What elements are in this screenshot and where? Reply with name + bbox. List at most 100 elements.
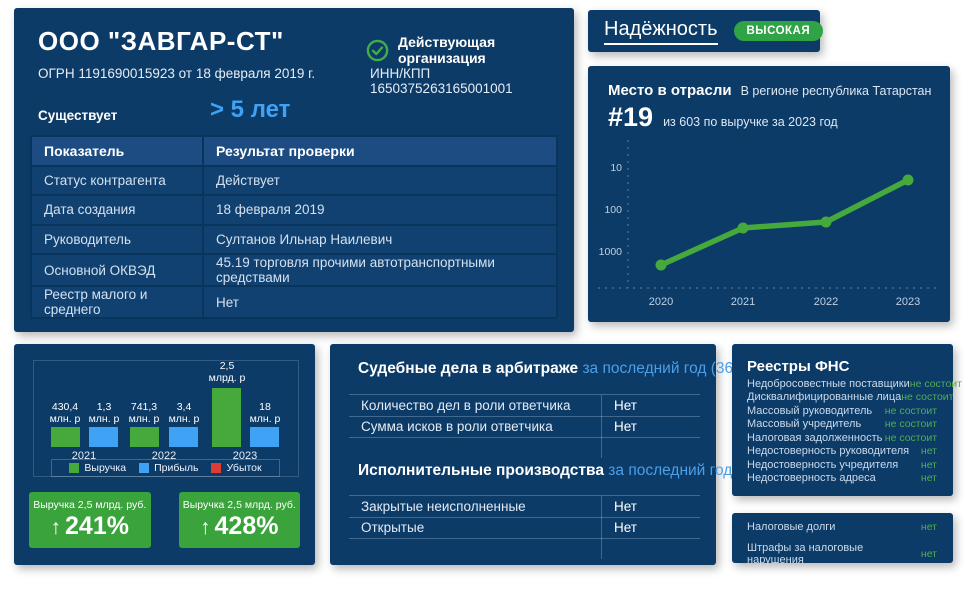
bar-label: 430,4 млн. р bbox=[49, 401, 81, 425]
fns-row: Недостоверность руководителя нет bbox=[747, 445, 937, 458]
arbitration-card: Судебные дела в арбитраже за последний г… bbox=[330, 344, 812, 565]
enforcement-table: Закрытые неисполненные Нет Открытые Нет bbox=[349, 495, 700, 559]
column-divider bbox=[601, 496, 602, 559]
x-tick: 2021 bbox=[730, 296, 756, 308]
table-row: Дата создания 18 февраля 2019 bbox=[32, 196, 556, 224]
fns-row: Массовый учредитель не состоит bbox=[747, 418, 937, 431]
industry-title: Место в отрасли bbox=[608, 82, 732, 99]
column-divider bbox=[601, 395, 602, 458]
row-value: Действует bbox=[204, 166, 556, 194]
row-value: Нет bbox=[614, 397, 637, 413]
year-label: 2022 bbox=[151, 450, 177, 462]
industry-rank-note: из 603 по выручке за 2023 год bbox=[663, 115, 838, 129]
table-row-empty bbox=[349, 539, 700, 559]
legend-swatch-loss bbox=[211, 463, 222, 473]
exists-value: > 5 лет bbox=[210, 96, 291, 123]
chart-legend: Выручка Прибыль Убыток bbox=[51, 459, 280, 477]
reliability-link[interactable]: Надёжность bbox=[604, 18, 718, 45]
row-label: Реестр малого и среднего bbox=[32, 287, 202, 317]
y-tick: 100 bbox=[604, 204, 622, 216]
exists-label: Существует bbox=[38, 108, 118, 123]
bar-profit-2023 bbox=[250, 427, 279, 447]
table-header-result: Результат проверки bbox=[204, 137, 556, 165]
row-label: Дата создания bbox=[32, 196, 202, 224]
x-tick: 2022 bbox=[813, 296, 839, 308]
enforcement-title: Исполнительные производства bbox=[358, 462, 604, 479]
bar-revenue-2021 bbox=[51, 427, 80, 447]
company-card: ООО "ЗАВГАР-СТ" ОГРН 1191690015923 от 18… bbox=[14, 8, 574, 332]
arbitration-title: Судебные дела в арбитраже bbox=[358, 360, 579, 377]
check-circle-icon bbox=[366, 39, 389, 62]
company-ogrn: ОГРН 1191690015923 от 18 февраля 2019 г. bbox=[38, 66, 316, 81]
arrow-up-icon: ↑ bbox=[50, 516, 62, 539]
bar-profit-2022 bbox=[169, 427, 198, 447]
row-value: Нет bbox=[614, 498, 637, 514]
bar-revenue-2022 bbox=[130, 427, 159, 447]
row-label: Руководитель bbox=[32, 225, 202, 253]
fns-row: Недобросовестные поставщики не состоит bbox=[747, 377, 962, 390]
revenue-growth-badge: Выручка 2,5 млрд. руб. ↑ 241% bbox=[29, 492, 151, 548]
table-row: Сумма исков в роли ответчика Нет bbox=[349, 417, 700, 438]
table-row: Статус контрагента Действует bbox=[32, 166, 556, 194]
year-label: 2021 bbox=[71, 450, 97, 462]
year-label: 2023 bbox=[232, 450, 258, 462]
legend-label: Убыток bbox=[226, 462, 262, 474]
table-header-row: Показатель Результат проверки bbox=[32, 137, 556, 165]
row-value: 18 февраля 2019 bbox=[204, 196, 556, 224]
legend-swatch-revenue bbox=[69, 463, 80, 473]
table-row: Реестр малого и среднего Нет bbox=[32, 287, 556, 317]
bar-revenue-2023 bbox=[212, 388, 241, 447]
fns-row: Недостоверность учредителя нет bbox=[747, 458, 937, 471]
row-label: Закрытые неисполненные bbox=[361, 498, 526, 514]
tax-debts-card: Налоговые долги нет Штрафы за налоговые н… bbox=[732, 513, 953, 566]
company-check-table: Показатель Результат проверки Статус кон… bbox=[30, 135, 558, 319]
bar-label: 1,3 млн. р bbox=[88, 401, 120, 425]
revenue-growth-badge: Выручка 2,5 млрд. руб. ↑ 428% bbox=[178, 492, 300, 548]
row-value: Султанов Ильнар Наилевич bbox=[204, 225, 556, 253]
y-tick: 1000 bbox=[598, 246, 622, 258]
finance-card: 430,4 млн. р 1,3 млн. р 741,3 млн. р 3,4 млн… bbox=[14, 344, 315, 565]
row-value: Нет bbox=[614, 419, 637, 435]
row-label: Основной ОКВЭД bbox=[32, 255, 202, 285]
row-label: Открытые bbox=[361, 520, 425, 536]
legend-label: Прибыль bbox=[154, 462, 199, 474]
y-tick: 10 bbox=[610, 162, 622, 174]
table-header-indicator: Показатель bbox=[32, 137, 202, 165]
table-row: Закрытые неисполненные Нет bbox=[349, 496, 700, 518]
growth-percent: 428% bbox=[214, 512, 279, 540]
fns-row: Массовый руководитель не состоит bbox=[747, 404, 937, 417]
x-tick: 2023 bbox=[895, 296, 921, 308]
tax-row: Налоговые долги нет bbox=[747, 521, 937, 533]
tax-row: Штрафы за налоговые нарушения нет bbox=[747, 542, 937, 566]
company-title: ООО "ЗАВГАР-СТ" bbox=[38, 26, 284, 56]
x-tick: 2020 bbox=[648, 296, 674, 308]
table-row: Количество дел в роли ответчика Нет bbox=[349, 395, 700, 417]
bar-label: 741,3 млн. р bbox=[128, 401, 160, 425]
rank-line-chart bbox=[598, 140, 938, 289]
legend-swatch-profit bbox=[139, 463, 150, 473]
status-label: Действующая организация bbox=[398, 34, 496, 66]
growth-percent: 241% bbox=[65, 512, 129, 540]
reliability-badge: ВЫСОКАЯ bbox=[733, 21, 824, 41]
industry-subtitle: В регионе республика Татарстан bbox=[740, 84, 932, 98]
table-row: Руководитель Султанов Ильнар Наилевич bbox=[32, 225, 556, 253]
arrow-up-icon: ↑ bbox=[200, 516, 211, 539]
fns-row: Налоговая задолженность не состоит bbox=[747, 431, 937, 444]
row-value: Нет bbox=[204, 287, 556, 317]
fns-registries-card: Реестры ФНС Недобросовестные поставщики н… bbox=[732, 344, 962, 496]
fns-row: Недостоверность адреса нет bbox=[747, 472, 937, 485]
row-value: Нет bbox=[614, 520, 637, 536]
industry-rank-card: Место в отрасли В регионе республика Тат… bbox=[588, 66, 950, 322]
table-row-empty bbox=[349, 438, 700, 458]
table-row: Открытые Нет bbox=[349, 518, 700, 539]
company-inn: ИНН/КПП 1650375263165001001 bbox=[370, 66, 513, 96]
industry-rank-value: #19 bbox=[608, 102, 654, 132]
bar-label: 2,5 млрд. р bbox=[208, 360, 246, 384]
row-label: Сумма исков в роли ответчика bbox=[361, 419, 553, 435]
table-row: Основной ОКВЭД 45.19 торговля прочими ав… bbox=[32, 255, 556, 285]
fns-title: Реестры ФНС bbox=[747, 358, 850, 375]
legend-label: Выручка bbox=[84, 462, 127, 474]
arbitration-table: Количество дел в роли ответчика Нет Сумм… bbox=[349, 394, 700, 458]
bar-label: 3,4 млн. р bbox=[168, 401, 200, 425]
